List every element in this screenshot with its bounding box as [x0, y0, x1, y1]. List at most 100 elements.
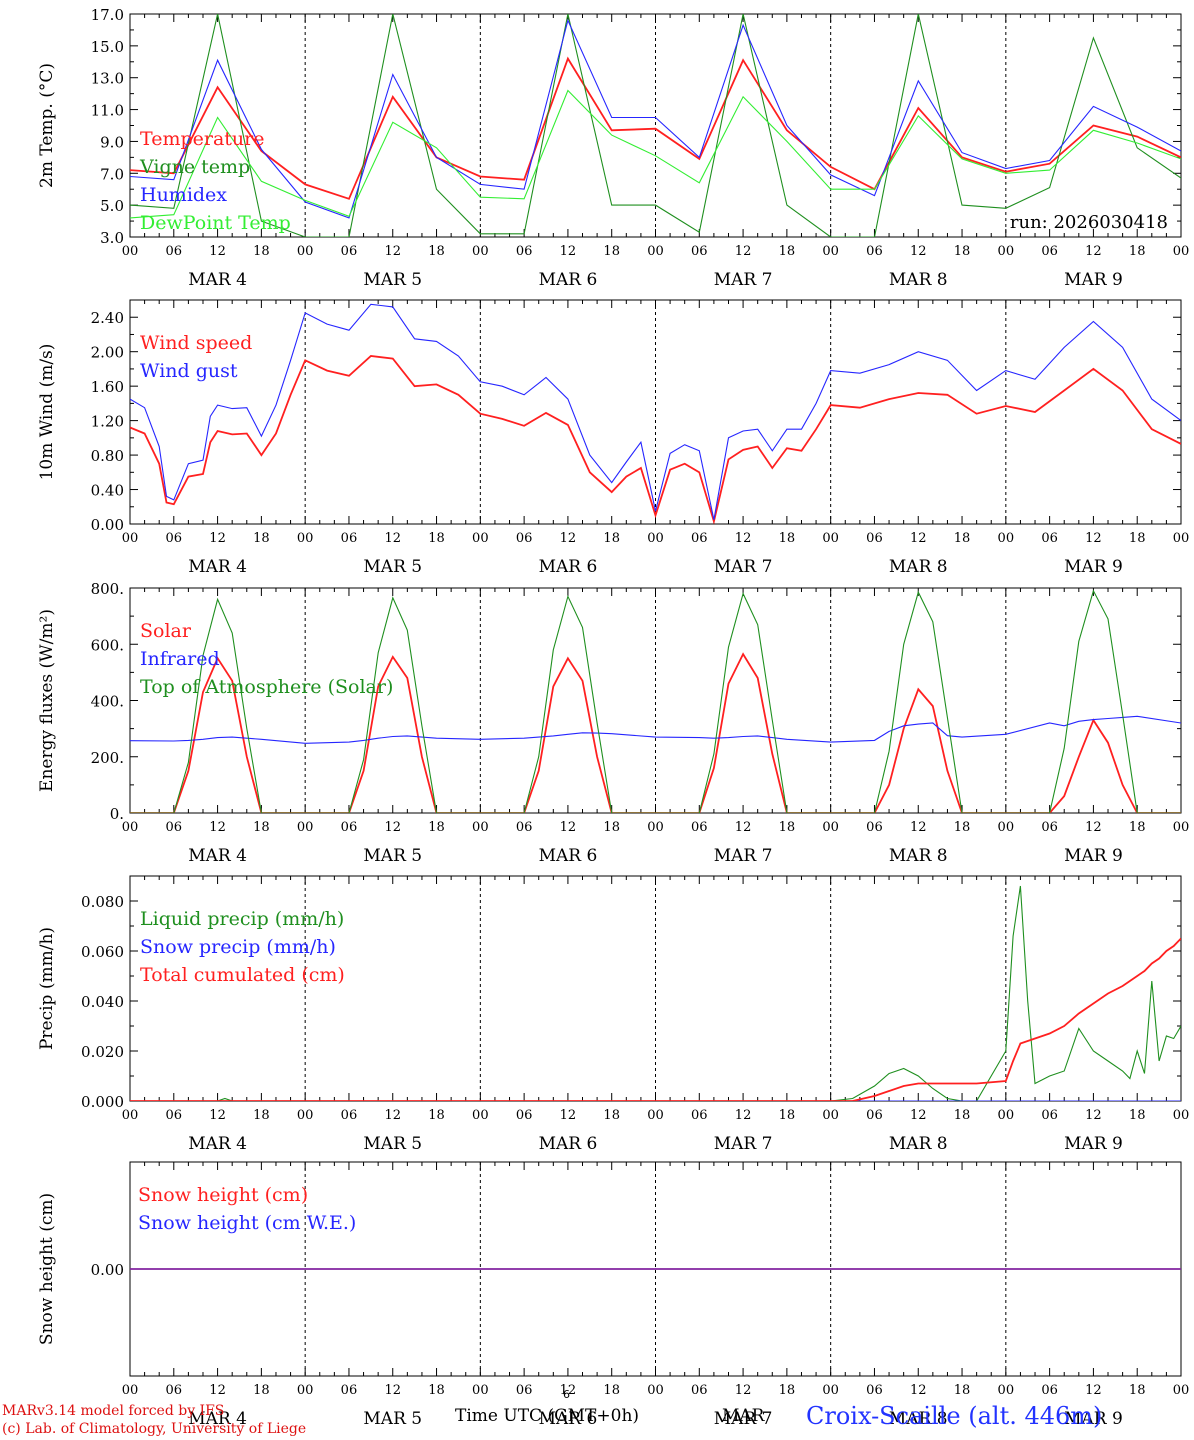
- day-label: MAR 9: [1064, 1409, 1123, 1429]
- x-tick-label: 12: [384, 820, 401, 835]
- day-label: MAR 7: [714, 270, 773, 290]
- y-tick-label: 0.00: [91, 1261, 124, 1279]
- panel-wind: 00 06 12 18 00 06 12 18 00 06 12 18 00 06 12 18 00 06 12 18…: [37, 299, 1189, 577]
- x-tick-label: 06: [516, 1383, 533, 1398]
- y-tick-label: 3.0: [100, 229, 124, 247]
- legend-entry: Infrared: [140, 648, 220, 670]
- x-tick-label: 06: [341, 531, 358, 546]
- x-tick-label: 00: [647, 1108, 664, 1123]
- x-tick-label: 18: [1129, 531, 1146, 546]
- x-tick-label: 12: [560, 1383, 577, 1398]
- x-tick-label: 06: [691, 531, 708, 546]
- day-label: MAR 9: [1064, 846, 1123, 866]
- x-tick-label: 06: [1041, 1108, 1058, 1123]
- day-label: MAR 7: [714, 557, 773, 577]
- x-tick-label: 12: [209, 820, 226, 835]
- x-tick-label: 00: [122, 820, 139, 835]
- day-label: MAR 6: [539, 846, 598, 866]
- day-label: MAR 5: [363, 846, 422, 866]
- x-tick-label: 00: [998, 1383, 1015, 1398]
- x-tick-label: 12: [735, 244, 752, 259]
- x-tick-label: 00: [1173, 1383, 1190, 1398]
- footer-time-axis-label: Time UTC (GMT+0h): [455, 1406, 640, 1426]
- day-label: MAR 7: [714, 846, 773, 866]
- y-tick-label: 7.0: [100, 165, 124, 183]
- x-tick-label: 06: [166, 820, 183, 835]
- x-tick-label: 18: [954, 1383, 971, 1398]
- x-tick-label: 18: [954, 1108, 971, 1123]
- x-tick-label: 06: [691, 820, 708, 835]
- y-tick-label: 5.0: [100, 197, 124, 215]
- x-tick-label: 06: [166, 1108, 183, 1123]
- x-tick-label: 12: [1085, 1383, 1102, 1398]
- series-line-temp-1: [130, 14, 1181, 237]
- y-tick-label: 200.: [91, 749, 124, 767]
- legend-entry: Snow height (cm W.E.): [138, 1212, 356, 1234]
- x-tick-label: 12: [1085, 820, 1102, 835]
- day-label: MAR 5: [363, 270, 422, 290]
- x-tick-label: 06: [516, 244, 533, 259]
- y-tick-label: 9.0: [100, 133, 124, 151]
- x-tick-label: 06: [516, 820, 533, 835]
- x-tick-label: 00: [297, 1383, 314, 1398]
- x-tick-label: 06: [866, 244, 883, 259]
- day-label: MAR 6: [539, 1134, 598, 1154]
- legend-entry: Snow precip (mm/h): [140, 936, 336, 958]
- y-tick-label: 17.0: [91, 6, 124, 24]
- x-tick-label: 06: [866, 1108, 883, 1123]
- day-label: MAR 4: [188, 557, 247, 577]
- x-tick-label: 18: [603, 820, 620, 835]
- x-tick-label: 06: [1041, 820, 1058, 835]
- x-tick-label: 00: [472, 1383, 489, 1398]
- x-tick-label: 12: [735, 1383, 752, 1398]
- x-tick-label: 12: [560, 244, 577, 259]
- x-tick-label: 06: [516, 1108, 533, 1123]
- y-tick-label: 0.00: [91, 516, 124, 534]
- x-tick-label: 12: [560, 820, 577, 835]
- x-tick-label: 18: [779, 820, 796, 835]
- y-tick-label: 0.: [110, 805, 124, 823]
- y-tick-label: 0.060: [81, 943, 124, 961]
- x-tick-label: 18: [1129, 1383, 1146, 1398]
- x-tick-label: 12: [209, 1108, 226, 1123]
- x-tick-label: 06: [516, 531, 533, 546]
- x-tick-label: 12: [735, 820, 752, 835]
- x-tick-label: 00: [822, 1383, 839, 1398]
- x-tick-label: 18: [1129, 820, 1146, 835]
- day-label: MAR 8: [889, 846, 948, 866]
- series-line-temp-2: [130, 18, 1181, 219]
- panel-temp: 00 06 12 18 00 06 12 18 00 06 12 18 00 06 12 18 00 06 12 18…: [37, 6, 1189, 290]
- y-tick-label: 11.0: [91, 102, 124, 120]
- series-line-wind-1: [130, 303, 1181, 520]
- x-tick-label: 18: [603, 244, 620, 259]
- x-tick-label: 12: [910, 1383, 927, 1398]
- x-tick-label: 12: [1085, 244, 1102, 259]
- x-tick-label: 06: [1041, 244, 1058, 259]
- day-label: MAR 8: [889, 1134, 948, 1154]
- y-tick-label: 0.040: [81, 993, 124, 1011]
- series-line-precip-2: [130, 937, 1181, 1101]
- y-tick-label: 400.: [91, 693, 124, 711]
- day-label: MAR 5: [363, 1409, 422, 1429]
- x-tick-label: 06: [341, 1383, 358, 1398]
- legend-entry: DewPoint Temp: [140, 212, 291, 234]
- series-line-temp-3: [130, 89, 1181, 219]
- x-tick-label: 18: [253, 1108, 270, 1123]
- x-tick-label: 18: [428, 244, 445, 259]
- plot-frame: [129, 587, 1182, 814]
- x-tick-label: 12: [209, 244, 226, 259]
- panel-snow: 00 06 12 18 00 06 12 18 00 06 12 18 00 06 12 18 00 06 12 18…: [37, 1161, 1190, 1429]
- y-tick-label: 2.00: [91, 344, 124, 362]
- footer-month-number: 6: [563, 1388, 570, 1401]
- x-tick-label: 00: [297, 244, 314, 259]
- x-tick-label: 00: [122, 244, 139, 259]
- day-label: MAR 7: [714, 1134, 773, 1154]
- day-label: MAR 9: [1064, 270, 1123, 290]
- y-axis-label: Energy fluxes (W/m²): [37, 609, 57, 792]
- day-label: MAR 4: [188, 1409, 247, 1429]
- legend-entry: Solar: [140, 620, 192, 642]
- x-tick-label: 00: [472, 244, 489, 259]
- plot-frame: [129, 299, 1182, 525]
- x-tick-label: 06: [166, 1383, 183, 1398]
- y-tick-label: 800.: [91, 580, 124, 598]
